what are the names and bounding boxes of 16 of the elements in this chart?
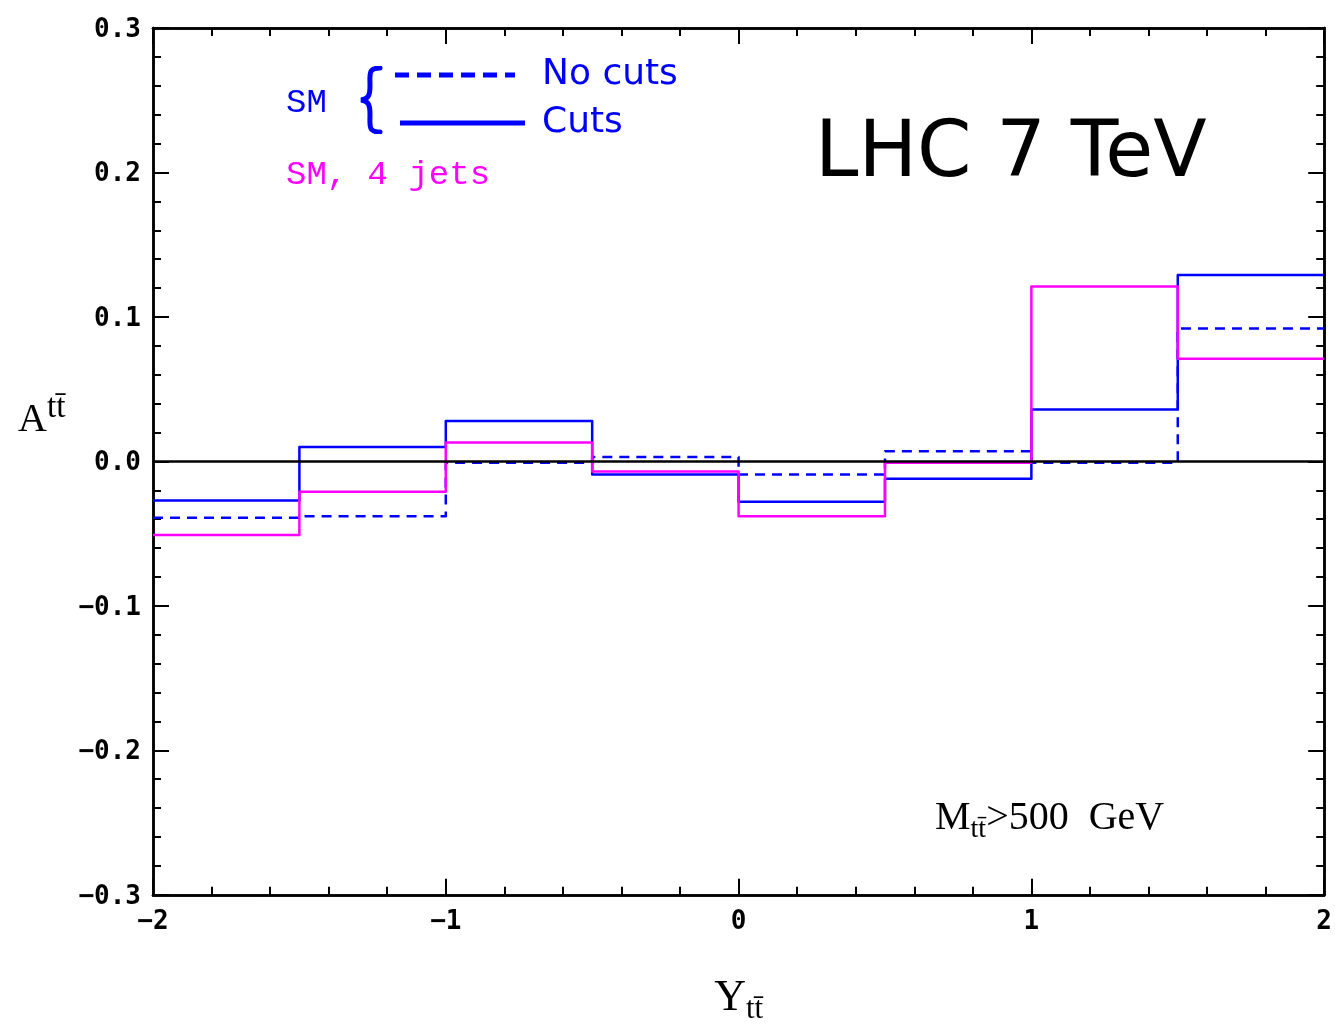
x-tick-label: 2 xyxy=(1316,904,1332,935)
y-tick-label: −0.2 xyxy=(78,735,141,766)
legend-label: No cuts xyxy=(542,50,678,92)
y-axis-title: A$^{tt̄}$ xyxy=(18,386,66,443)
x-tick-label: 1 xyxy=(1023,904,1040,935)
y-tick-label: −0.1 xyxy=(78,590,141,621)
y-tick-label: 0.2 xyxy=(94,157,141,188)
annotation: SM xyxy=(286,84,327,122)
x-tick-label: −1 xyxy=(430,904,462,935)
y-tick-label: 0.0 xyxy=(94,446,141,477)
y-tick-label: 0.3 xyxy=(94,13,141,43)
y-tick-label: 0.1 xyxy=(94,301,141,332)
x-tick-label: 0 xyxy=(730,904,747,935)
text: SM, 4 jets xyxy=(286,156,491,194)
annotation: LHC 7 TeV xyxy=(815,104,1207,194)
legend-label: Cuts xyxy=(542,98,623,140)
